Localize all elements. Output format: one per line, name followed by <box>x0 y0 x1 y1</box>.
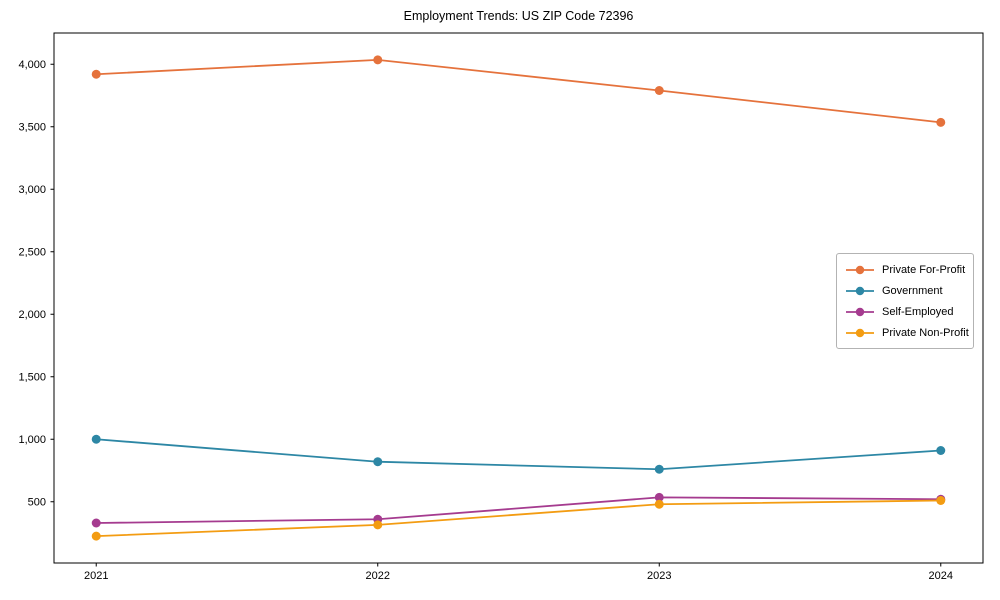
legend-label: Private For-Profit <box>882 263 966 276</box>
data-point-self-employed-2023 <box>654 492 664 502</box>
data-point-private-non-profit-2021 <box>91 531 101 541</box>
x-tick-label: 2023 <box>647 570 671 582</box>
series-line-government <box>95 438 942 471</box>
legend-entry-private-non-profit: Private Non-Profit <box>845 322 969 343</box>
y-tick-label: 4,000 <box>18 59 46 71</box>
line-marker-icon <box>846 286 874 295</box>
data-point-government-2022 <box>373 457 383 467</box>
x-tick-label: 2022 <box>366 570 390 582</box>
legend-label: Government <box>882 284 943 297</box>
y-tick-label: 1,500 <box>18 371 46 383</box>
y-tick-label: 3,500 <box>18 121 46 133</box>
x-tick-label: 2021 <box>84 570 108 582</box>
legend-label: Private Non-Profit <box>882 326 969 339</box>
y-tick-label: 500 <box>28 496 46 508</box>
data-point-government-2023 <box>654 464 664 474</box>
chart-title: Employment Trends: US ZIP Code 72396 <box>403 9 634 23</box>
data-point-government-2021 <box>91 434 101 444</box>
data-point-government-2024 <box>936 446 946 455</box>
y-tick-label: 2,500 <box>18 246 46 258</box>
data-point-private-for-profit-2021 <box>91 69 101 79</box>
y-tick-label: 2,000 <box>18 309 46 321</box>
series-line-private-for-profit <box>95 58 942 124</box>
series-line-self-employed <box>95 496 942 524</box>
data-point-private-for-profit-2023 <box>654 86 664 95</box>
legend: Private For-Profit Government Self-Emplo… <box>836 253 974 349</box>
line-marker-icon <box>846 265 874 274</box>
line-marker-icon <box>846 307 874 316</box>
y-tick-label: 1,000 <box>18 434 46 446</box>
y-tick-label: 3,000 <box>18 184 46 196</box>
data-point-private-non-profit-2024 <box>936 496 946 505</box>
legend-entry-self-employed: Self-Employed <box>845 301 965 322</box>
data-point-private-for-profit-2024 <box>936 117 946 127</box>
data-point-private-non-profit-2023 <box>654 499 664 509</box>
x-tick-label: 2024 <box>929 570 953 582</box>
series-line-private-non-profit <box>95 499 942 538</box>
data-point-self-employed-2021 <box>91 518 101 528</box>
plot-frame <box>53 32 984 564</box>
legend-label: Self-Employed <box>882 305 954 318</box>
line-marker-icon <box>846 328 874 337</box>
data-point-private-non-profit-2022 <box>373 520 383 530</box>
legend-entry-government: Government <box>845 280 965 301</box>
legend-entry-private-for-profit: Private For-Profit <box>845 259 965 280</box>
data-point-private-for-profit-2022 <box>373 55 383 65</box>
